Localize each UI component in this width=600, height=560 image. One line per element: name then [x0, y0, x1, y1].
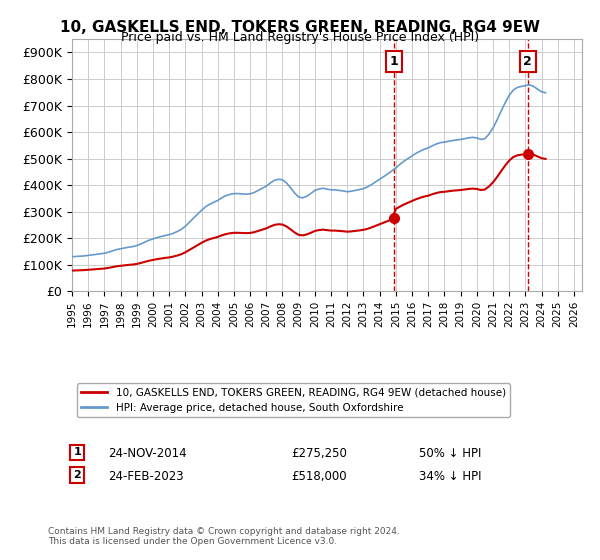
Text: 24-FEB-2023: 24-FEB-2023	[108, 470, 184, 483]
Text: 1: 1	[390, 55, 398, 68]
Text: £275,250: £275,250	[291, 447, 347, 460]
Text: Price paid vs. HM Land Registry's House Price Index (HPI): Price paid vs. HM Land Registry's House …	[121, 31, 479, 44]
Text: 1: 1	[73, 447, 81, 458]
Text: Contains HM Land Registry data © Crown copyright and database right 2024.
This d: Contains HM Land Registry data © Crown c…	[48, 526, 400, 546]
Text: 2: 2	[523, 55, 532, 68]
Text: 2: 2	[73, 470, 81, 480]
Text: 34% ↓ HPI: 34% ↓ HPI	[419, 470, 481, 483]
Text: 50% ↓ HPI: 50% ↓ HPI	[419, 447, 481, 460]
Text: 10, GASKELLS END, TOKERS GREEN, READING, RG4 9EW: 10, GASKELLS END, TOKERS GREEN, READING,…	[60, 20, 540, 35]
Legend: 10, GASKELLS END, TOKERS GREEN, READING, RG4 9EW (detached house), HPI: Average : 10, GASKELLS END, TOKERS GREEN, READING,…	[77, 384, 510, 417]
Text: £518,000: £518,000	[291, 470, 347, 483]
Text: 24-NOV-2014: 24-NOV-2014	[108, 447, 187, 460]
